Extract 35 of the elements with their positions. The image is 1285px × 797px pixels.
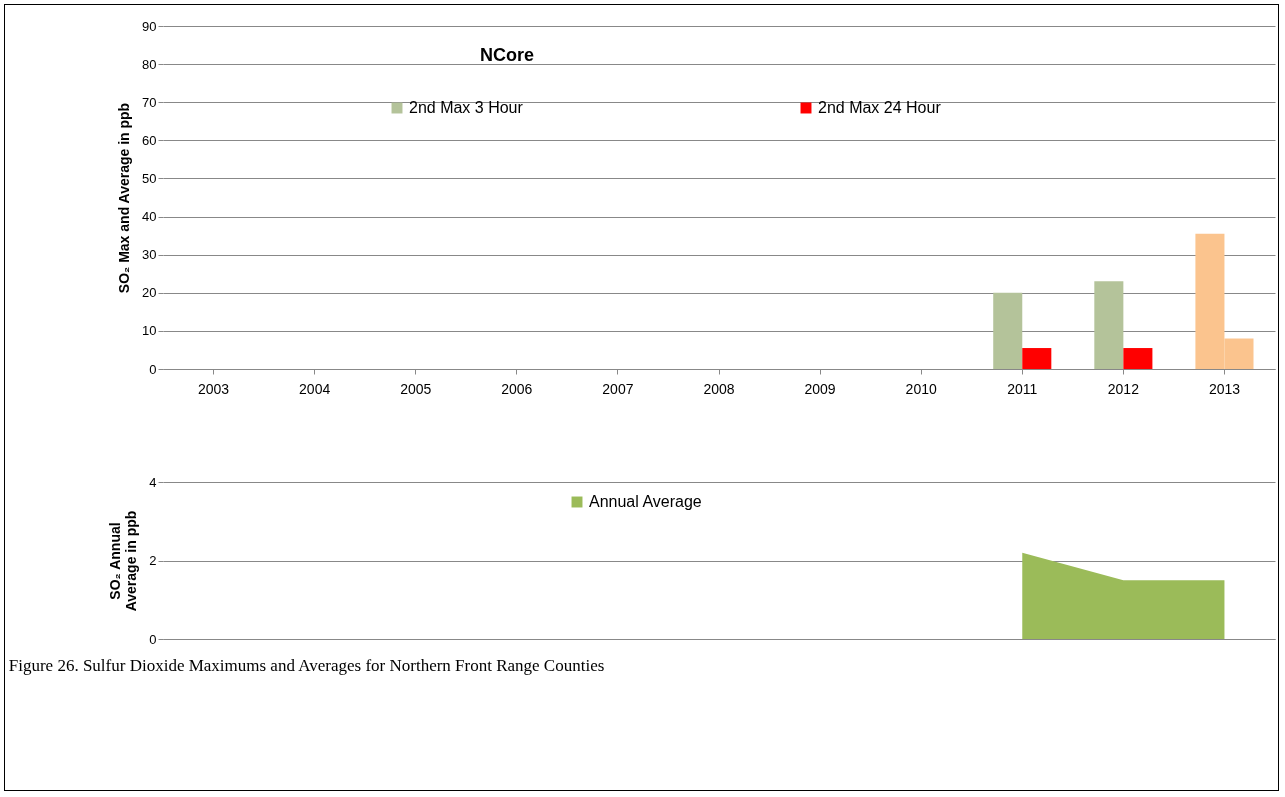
x-tick-label: 2008 (703, 380, 735, 397)
y-tick-label: 2 (149, 553, 157, 568)
y-tick-label: 50 (142, 170, 157, 186)
x-tick-label: 2005 (400, 380, 432, 397)
text: NCore (479, 45, 535, 65)
y-axis-title: SO₂ Max and Average in ppb (116, 102, 133, 294)
y-tick-label: 0 (149, 631, 157, 647)
legend-label: 2nd Max 24 Hour (818, 99, 942, 116)
legend-label: Annual Average (589, 493, 702, 510)
y-tick-label: 40 (142, 209, 157, 225)
y-tick-label: 80 (142, 56, 157, 72)
x-tick-label: 2003 (197, 380, 230, 397)
y-axis-title: SO₂ Annual Average in ppb (107, 510, 140, 612)
x-tick-label: 2010 (905, 380, 937, 397)
y-tick-label: 10 (142, 323, 157, 339)
caption: Figure 26. Sulfur Dioxide Maximums and Averages for Northern Front Range Counties (8, 656, 605, 675)
bar (993, 292, 1023, 369)
bar (1123, 348, 1153, 369)
y-tick-label: 20 (142, 285, 157, 301)
y-tick-label: 60 (142, 132, 157, 148)
y-tick-label: 4 (149, 474, 157, 490)
x-tick-label: 2006 (501, 380, 533, 397)
y-tick-label: 30 (142, 247, 157, 263)
legend-label: 2nd Max 3 Hour (409, 99, 524, 116)
x-tick-label: 2012 (1107, 380, 1140, 397)
bar (1094, 281, 1124, 369)
y-tick-label: 0 (149, 361, 157, 377)
y-tick-label: 70 (142, 94, 157, 110)
x-tick-label: 2013 (1208, 380, 1241, 397)
x-tick-label: 2011 (1007, 380, 1038, 397)
y-tick-label: 90 (142, 18, 157, 34)
x-tick-label: 2007 (602, 380, 634, 397)
x-tick-label: 2009 (804, 380, 836, 397)
bar (1022, 348, 1052, 369)
x-tick-label: 2004 (299, 380, 331, 397)
